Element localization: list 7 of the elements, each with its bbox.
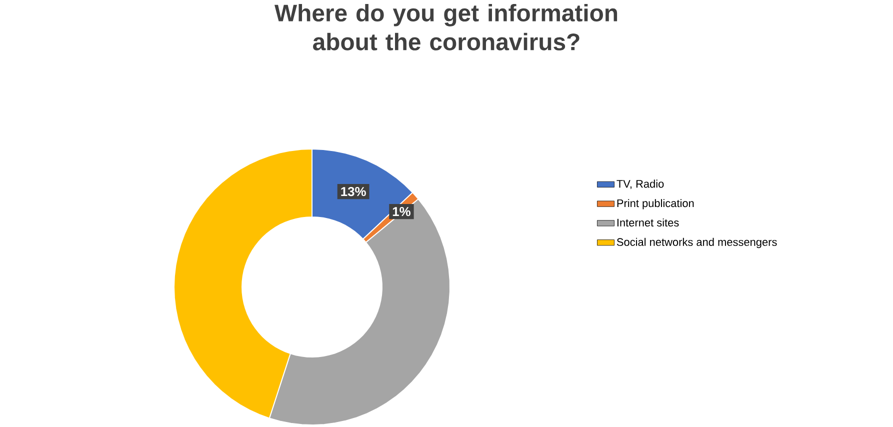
data-label: 1% — [392, 206, 410, 216]
legend-label: TV, Radio — [616, 180, 664, 190]
legend-label: Internet sites — [617, 218, 679, 227]
data-label: 13% — [341, 186, 366, 196]
legend-label: Social networks and messengers — [616, 238, 777, 248]
legend-label: Print publication — [617, 199, 694, 210]
chart-title: Where do you get information about the coronavirus? — [274, 4, 618, 50]
